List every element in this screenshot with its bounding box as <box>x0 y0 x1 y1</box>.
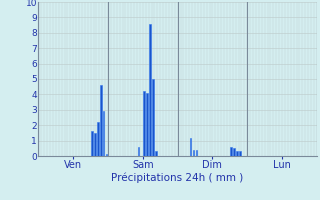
Bar <box>146 93 148 156</box>
Bar <box>196 150 197 156</box>
Bar <box>106 154 107 156</box>
Bar <box>138 147 139 156</box>
Bar <box>190 138 191 156</box>
Bar <box>91 131 93 156</box>
Bar <box>193 150 194 156</box>
X-axis label: Précipitations 24h ( mm ): Précipitations 24h ( mm ) <box>111 173 244 183</box>
Bar <box>149 24 151 156</box>
Bar <box>155 151 157 156</box>
Bar <box>230 147 232 156</box>
Bar <box>239 151 241 156</box>
Bar <box>103 111 104 156</box>
Bar <box>143 91 145 156</box>
Bar <box>94 133 96 156</box>
Bar <box>100 85 101 156</box>
Bar <box>152 79 154 156</box>
Bar <box>233 148 235 156</box>
Bar <box>97 122 99 156</box>
Bar <box>236 151 238 156</box>
